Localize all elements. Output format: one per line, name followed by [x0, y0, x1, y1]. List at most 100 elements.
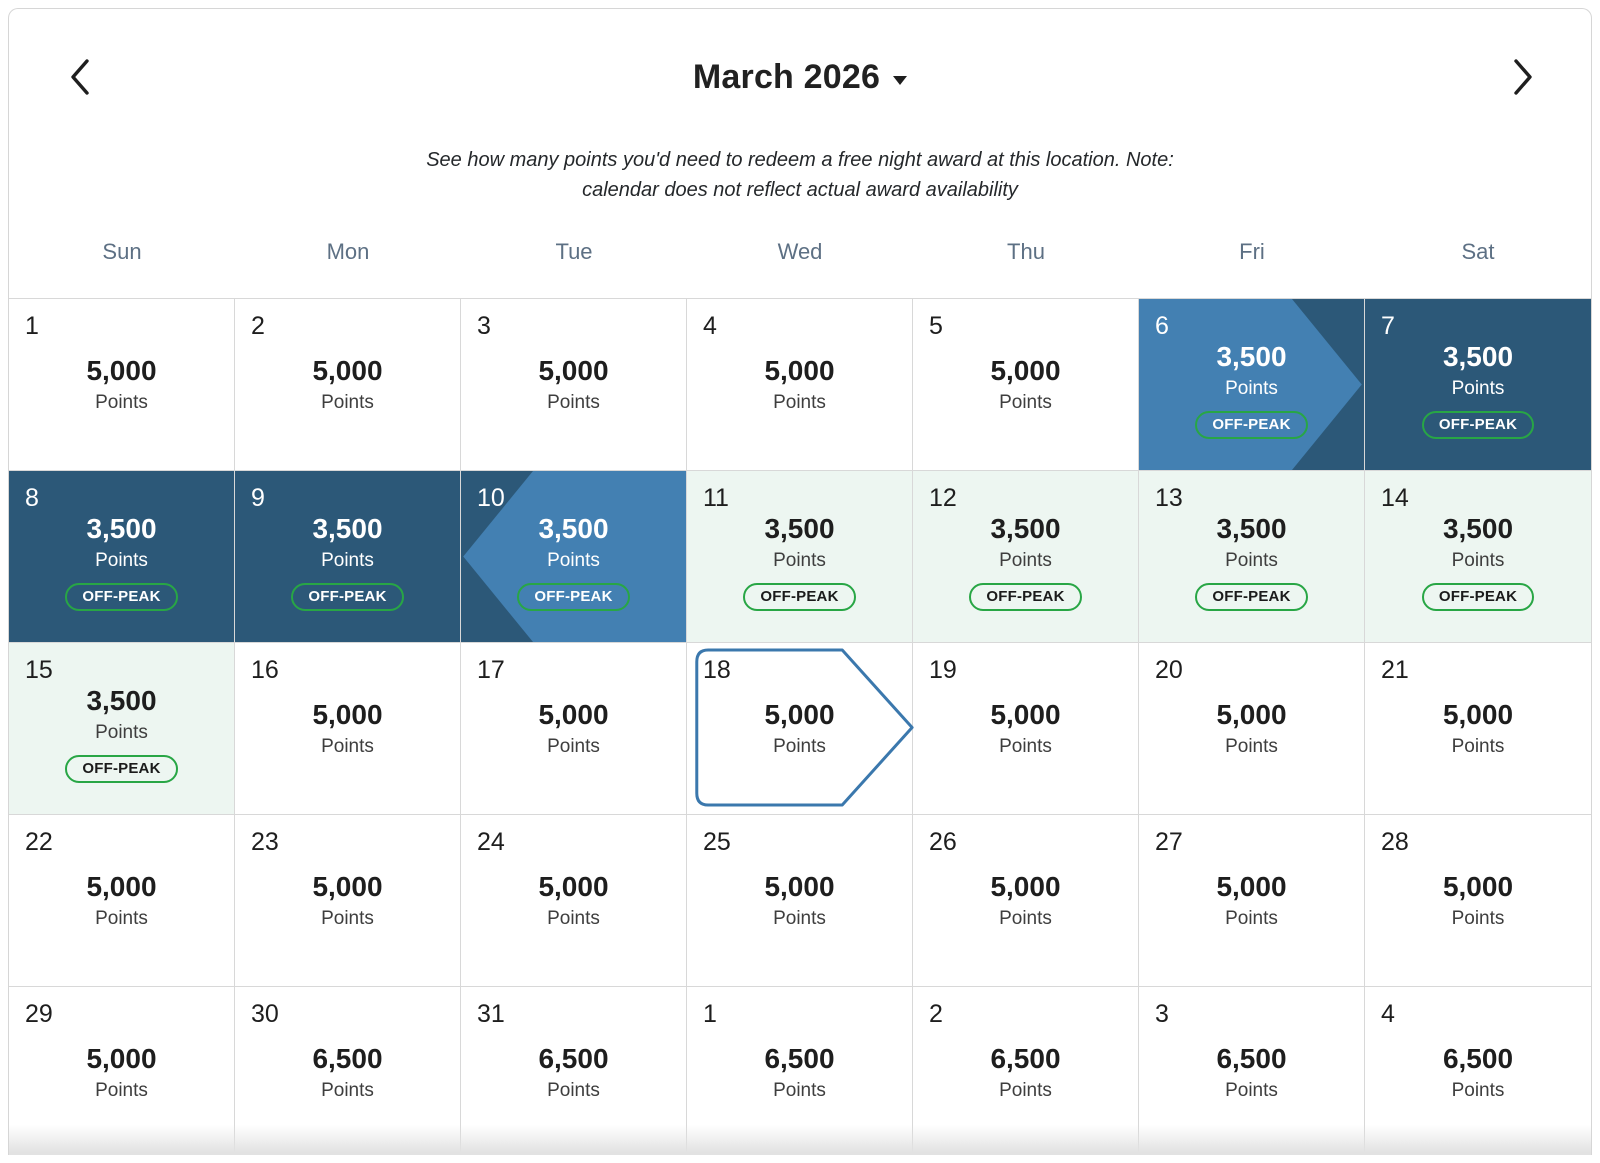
points-value: 5,000: [538, 699, 609, 730]
day-number: 7: [1381, 312, 1395, 340]
off-peak-badge: OFF-PEAK: [969, 583, 1082, 611]
day-number: 11: [703, 484, 729, 512]
day-cell-apr-1[interactable]: 1 6,500 Points: [687, 987, 913, 1155]
points-value: 5,000: [1442, 699, 1514, 730]
day-cell-mar-2[interactable]: 2 5,000 Points: [235, 299, 461, 471]
day-number: 2: [251, 312, 265, 340]
day-cell-mar-26[interactable]: 26 5,000 Points: [913, 815, 1139, 987]
points-value: 6,500: [312, 1043, 383, 1074]
points-value: 6,500: [990, 1043, 1061, 1074]
day-cell-mar-27[interactable]: 27 5,000 Points: [1139, 815, 1365, 987]
day-cell-mar-22[interactable]: 22 5,000 Points: [9, 815, 235, 987]
day-number: 26: [929, 828, 957, 856]
day-cell-mar-24[interactable]: 24 5,000 Points: [461, 815, 687, 987]
points-label: Points: [1451, 736, 1505, 757]
points-value: 3,500: [86, 513, 157, 544]
day-cell-mar-6-range-start[interactable]: 6 3,500 Points OFF-PEAK: [1139, 299, 1365, 471]
day-cell-mar-23[interactable]: 23 5,000 Points: [235, 815, 461, 987]
day-number: 2: [929, 1000, 943, 1028]
day-cell-mar-18-selected[interactable]: 18 5,000 Points: [687, 643, 913, 815]
day-cell-apr-4[interactable]: 4 6,500 Points: [1365, 987, 1591, 1155]
points-value: 5,000: [990, 355, 1061, 386]
day-cell-mar-12[interactable]: 12 3,500 Points OFF-PEAK: [913, 471, 1139, 643]
points-value: 5,000: [538, 355, 609, 386]
day-number: 18: [703, 656, 731, 684]
day-cell-apr-2[interactable]: 2 6,500 Points: [913, 987, 1139, 1155]
day-number: 3: [1155, 1000, 1169, 1028]
points-label: Points: [321, 550, 374, 571]
day-number: 20: [1155, 656, 1183, 684]
day-number: 9: [251, 484, 265, 512]
previous-month-button[interactable]: [56, 53, 104, 101]
points-label: Points: [547, 1080, 600, 1101]
points-label: Points: [321, 736, 374, 757]
points-value: 3,500: [990, 513, 1061, 544]
day-cell-mar-25[interactable]: 25 5,000 Points: [687, 815, 913, 987]
day-cell-mar-20[interactable]: 20 5,000 Points: [1139, 643, 1365, 815]
day-cell-mar-29[interactable]: 29 5,000 Points: [9, 987, 235, 1155]
day-cell-mar-21[interactable]: 21 5,000 Points: [1365, 643, 1591, 815]
day-cell-mar-16[interactable]: 16 5,000 Points: [235, 643, 461, 815]
day-cell-mar-19[interactable]: 19 5,000 Points: [913, 643, 1139, 815]
day-cell-mar-31[interactable]: 31 6,500 Points: [461, 987, 687, 1155]
points-label: Points: [1451, 908, 1505, 929]
day-cell-mar-13[interactable]: 13 3,500 Points OFF-PEAK: [1139, 471, 1365, 643]
day-cell-mar-15[interactable]: 15 3,500 Points OFF-PEAK: [9, 643, 235, 815]
points-stack: 3,500 Points OFF-PEAK: [1365, 511, 1591, 611]
weekday-tue: Tue: [555, 238, 593, 264]
points-stack: 5,000 Points: [235, 697, 460, 760]
day-cell-mar-9[interactable]: 9 3,500 Points OFF-PEAK: [235, 471, 461, 643]
points-stack: 5,000 Points: [9, 353, 234, 416]
caret-down-icon: [893, 75, 908, 85]
points-stack: 5,000 Points: [461, 353, 686, 416]
points-label: Points: [1451, 378, 1505, 399]
points-label: Points: [773, 392, 826, 413]
points-stack: 6,500 Points: [235, 1041, 460, 1104]
points-stack: 6,500 Points: [913, 1041, 1138, 1104]
month-selector[interactable]: March 2026: [693, 58, 908, 97]
next-month-button[interactable]: [1499, 53, 1547, 101]
points-label: Points: [999, 392, 1052, 413]
points-label: Points: [95, 1080, 148, 1101]
day-cell-mar-4[interactable]: 4 5,000 Points: [687, 299, 913, 471]
day-cell-mar-7[interactable]: 7 3,500 Points OFF-PEAK: [1365, 299, 1591, 471]
points-value: 5,000: [1216, 699, 1287, 730]
weekday-header-row: Sun Mon Tue Wed Thu Fri Sat: [9, 205, 1591, 298]
day-cell-mar-10-range-end[interactable]: 10 3,500 Points OFF-PEAK: [461, 471, 687, 643]
points-label: Points: [547, 908, 600, 929]
points-value: 6,500: [764, 1043, 835, 1074]
points-stack: 3,500 Points OFF-PEAK: [913, 511, 1138, 611]
points-label: Points: [773, 908, 826, 929]
points-label: Points: [1451, 550, 1505, 571]
points-stack: 3,500 Points OFF-PEAK: [687, 511, 912, 611]
points-label: Points: [999, 550, 1052, 571]
points-label: Points: [999, 736, 1052, 757]
points-label: Points: [1225, 378, 1278, 399]
points-value: 5,000: [990, 871, 1061, 902]
day-cell-mar-3[interactable]: 3 5,000 Points: [461, 299, 687, 471]
points-stack: 5,000 Points: [687, 353, 912, 416]
points-stack: 3,500 Points OFF-PEAK: [1139, 339, 1364, 439]
day-cell-apr-3[interactable]: 3 6,500 Points: [1139, 987, 1365, 1155]
points-label: Points: [95, 722, 148, 743]
day-cell-mar-1[interactable]: 1 5,000 Points: [9, 299, 235, 471]
points-label: Points: [999, 908, 1052, 929]
points-value: 3,500: [764, 513, 835, 544]
day-number: 3: [477, 312, 491, 340]
day-cell-mar-17[interactable]: 17 5,000 Points: [461, 643, 687, 815]
points-label: Points: [95, 392, 148, 413]
day-cell-mar-11[interactable]: 11 3,500 Points OFF-PEAK: [687, 471, 913, 643]
points-label: Points: [321, 1080, 374, 1101]
day-cell-mar-8[interactable]: 8 3,500 Points OFF-PEAK: [9, 471, 235, 643]
day-number: 21: [1381, 656, 1409, 684]
points-label: Points: [547, 736, 600, 757]
day-cell-mar-30[interactable]: 30 6,500 Points: [235, 987, 461, 1155]
day-cell-mar-28[interactable]: 28 5,000 Points: [1365, 815, 1591, 987]
day-cell-mar-5[interactable]: 5 5,000 Points: [913, 299, 1139, 471]
day-cell-mar-14[interactable]: 14 3,500 Points OFF-PEAK: [1365, 471, 1591, 643]
points-value: 5,000: [86, 355, 157, 386]
points-label: Points: [547, 550, 600, 571]
points-stack: 6,500 Points: [1139, 1041, 1364, 1104]
chevron-right-icon: [1510, 56, 1536, 98]
day-number: 29: [25, 1000, 53, 1028]
